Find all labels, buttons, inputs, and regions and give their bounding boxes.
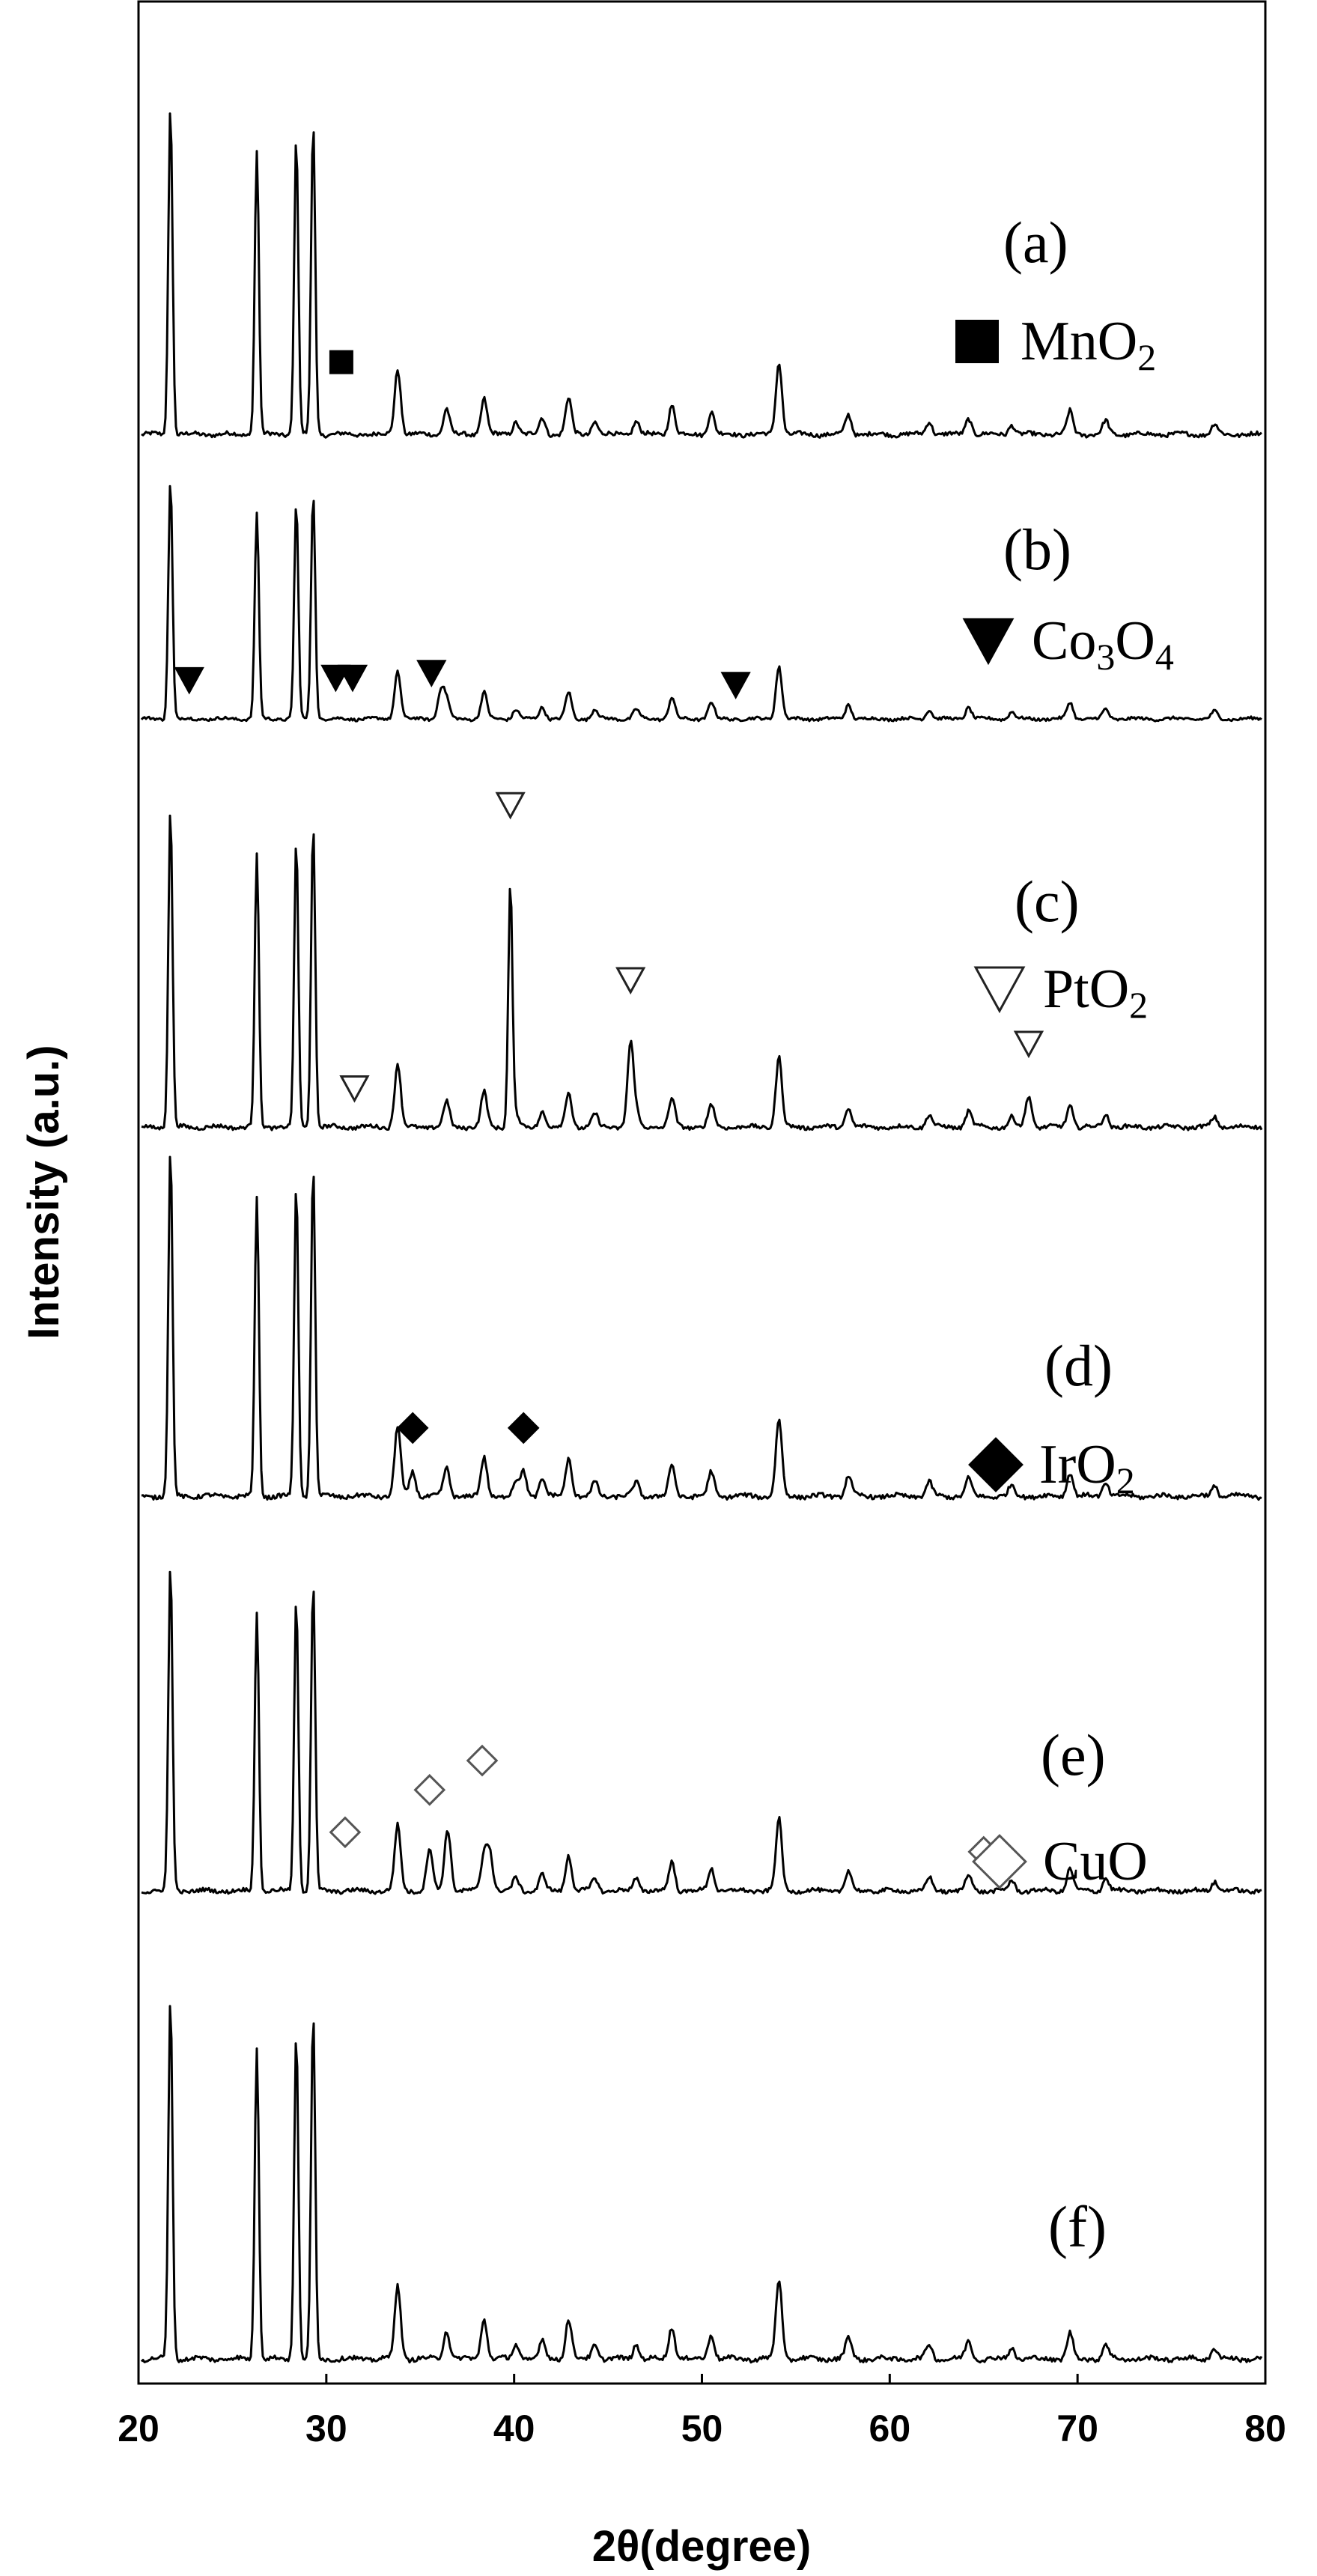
- marker-2-0: [339, 1075, 370, 1103]
- marker-4-0: [329, 1816, 362, 1849]
- legend-label-3: IrO2: [1039, 1434, 1135, 1501]
- x-tick-label-0: 20: [118, 2408, 159, 2449]
- trace-0: [141, 112, 1262, 439]
- panel-label-0: (a): [1003, 210, 1068, 275]
- x-tick-label-1: 30: [305, 2408, 347, 2449]
- marker-2-3: [1013, 1030, 1044, 1059]
- trace-4: [141, 1570, 1262, 1895]
- trace-2: [141, 814, 1263, 1131]
- legend-marker-0: [955, 320, 999, 363]
- panel-labels: (a) (b) (c) (d) (e) (f): [1003, 210, 1113, 2259]
- marker-2-2: [615, 967, 646, 995]
- trace-1: [140, 484, 1262, 723]
- panel-label-1: (b): [1003, 517, 1071, 582]
- panel-label-3: (d): [1044, 1333, 1113, 1398]
- trace-3: [141, 1155, 1262, 1501]
- legend-marker-1: [962, 618, 1015, 666]
- marker-1-3: [416, 660, 447, 687]
- phase-legends: MnO2 Co3O4 PtO2 IrO2 CuO: [955, 311, 1174, 1892]
- x-tick-label-4: 60: [869, 2408, 911, 2449]
- x-axis-title: 2θ(degree): [592, 2522, 811, 2571]
- y-axis-title: Intensity (a.u.): [19, 1045, 68, 1339]
- x-tick-label-2: 40: [493, 2408, 535, 2449]
- legend-marker-3: [968, 1437, 1024, 1492]
- marker-3-0: [396, 1412, 429, 1445]
- trace-5: [140, 2005, 1263, 2364]
- pattern-traces: [140, 112, 1263, 2364]
- phase-markers: [174, 350, 1044, 1868]
- x-tick-label-6: 80: [1244, 2408, 1286, 2449]
- x-tick-label-5: 70: [1056, 2408, 1098, 2449]
- legend-marker-2: [973, 966, 1026, 1014]
- legend-marker-4: [972, 1834, 1027, 1889]
- panel-label-5: (f): [1048, 2194, 1107, 2259]
- panel-label-4: (e): [1041, 1722, 1106, 1787]
- marker-3-1: [507, 1412, 540, 1445]
- x-tick-label-3: 50: [681, 2408, 723, 2449]
- legend-label-4: CuO: [1043, 1831, 1148, 1892]
- marker-1-2: [337, 664, 368, 693]
- marker-4-2: [466, 1744, 499, 1777]
- legend-label-1: Co3O4: [1032, 610, 1174, 678]
- marker-1-0: [174, 666, 204, 695]
- marker-1-4: [720, 672, 751, 699]
- panel-label-2: (c): [1015, 869, 1080, 934]
- legend-label-2: PtO2: [1043, 959, 1148, 1026]
- marker-2-1: [495, 792, 526, 820]
- legend-label-0: MnO2: [1021, 311, 1156, 378]
- marker-0-0: [329, 350, 353, 374]
- x-axis-ticks: 20 30 40 50 60 70 80: [118, 2374, 1286, 2449]
- marker-4-1: [413, 1773, 446, 1806]
